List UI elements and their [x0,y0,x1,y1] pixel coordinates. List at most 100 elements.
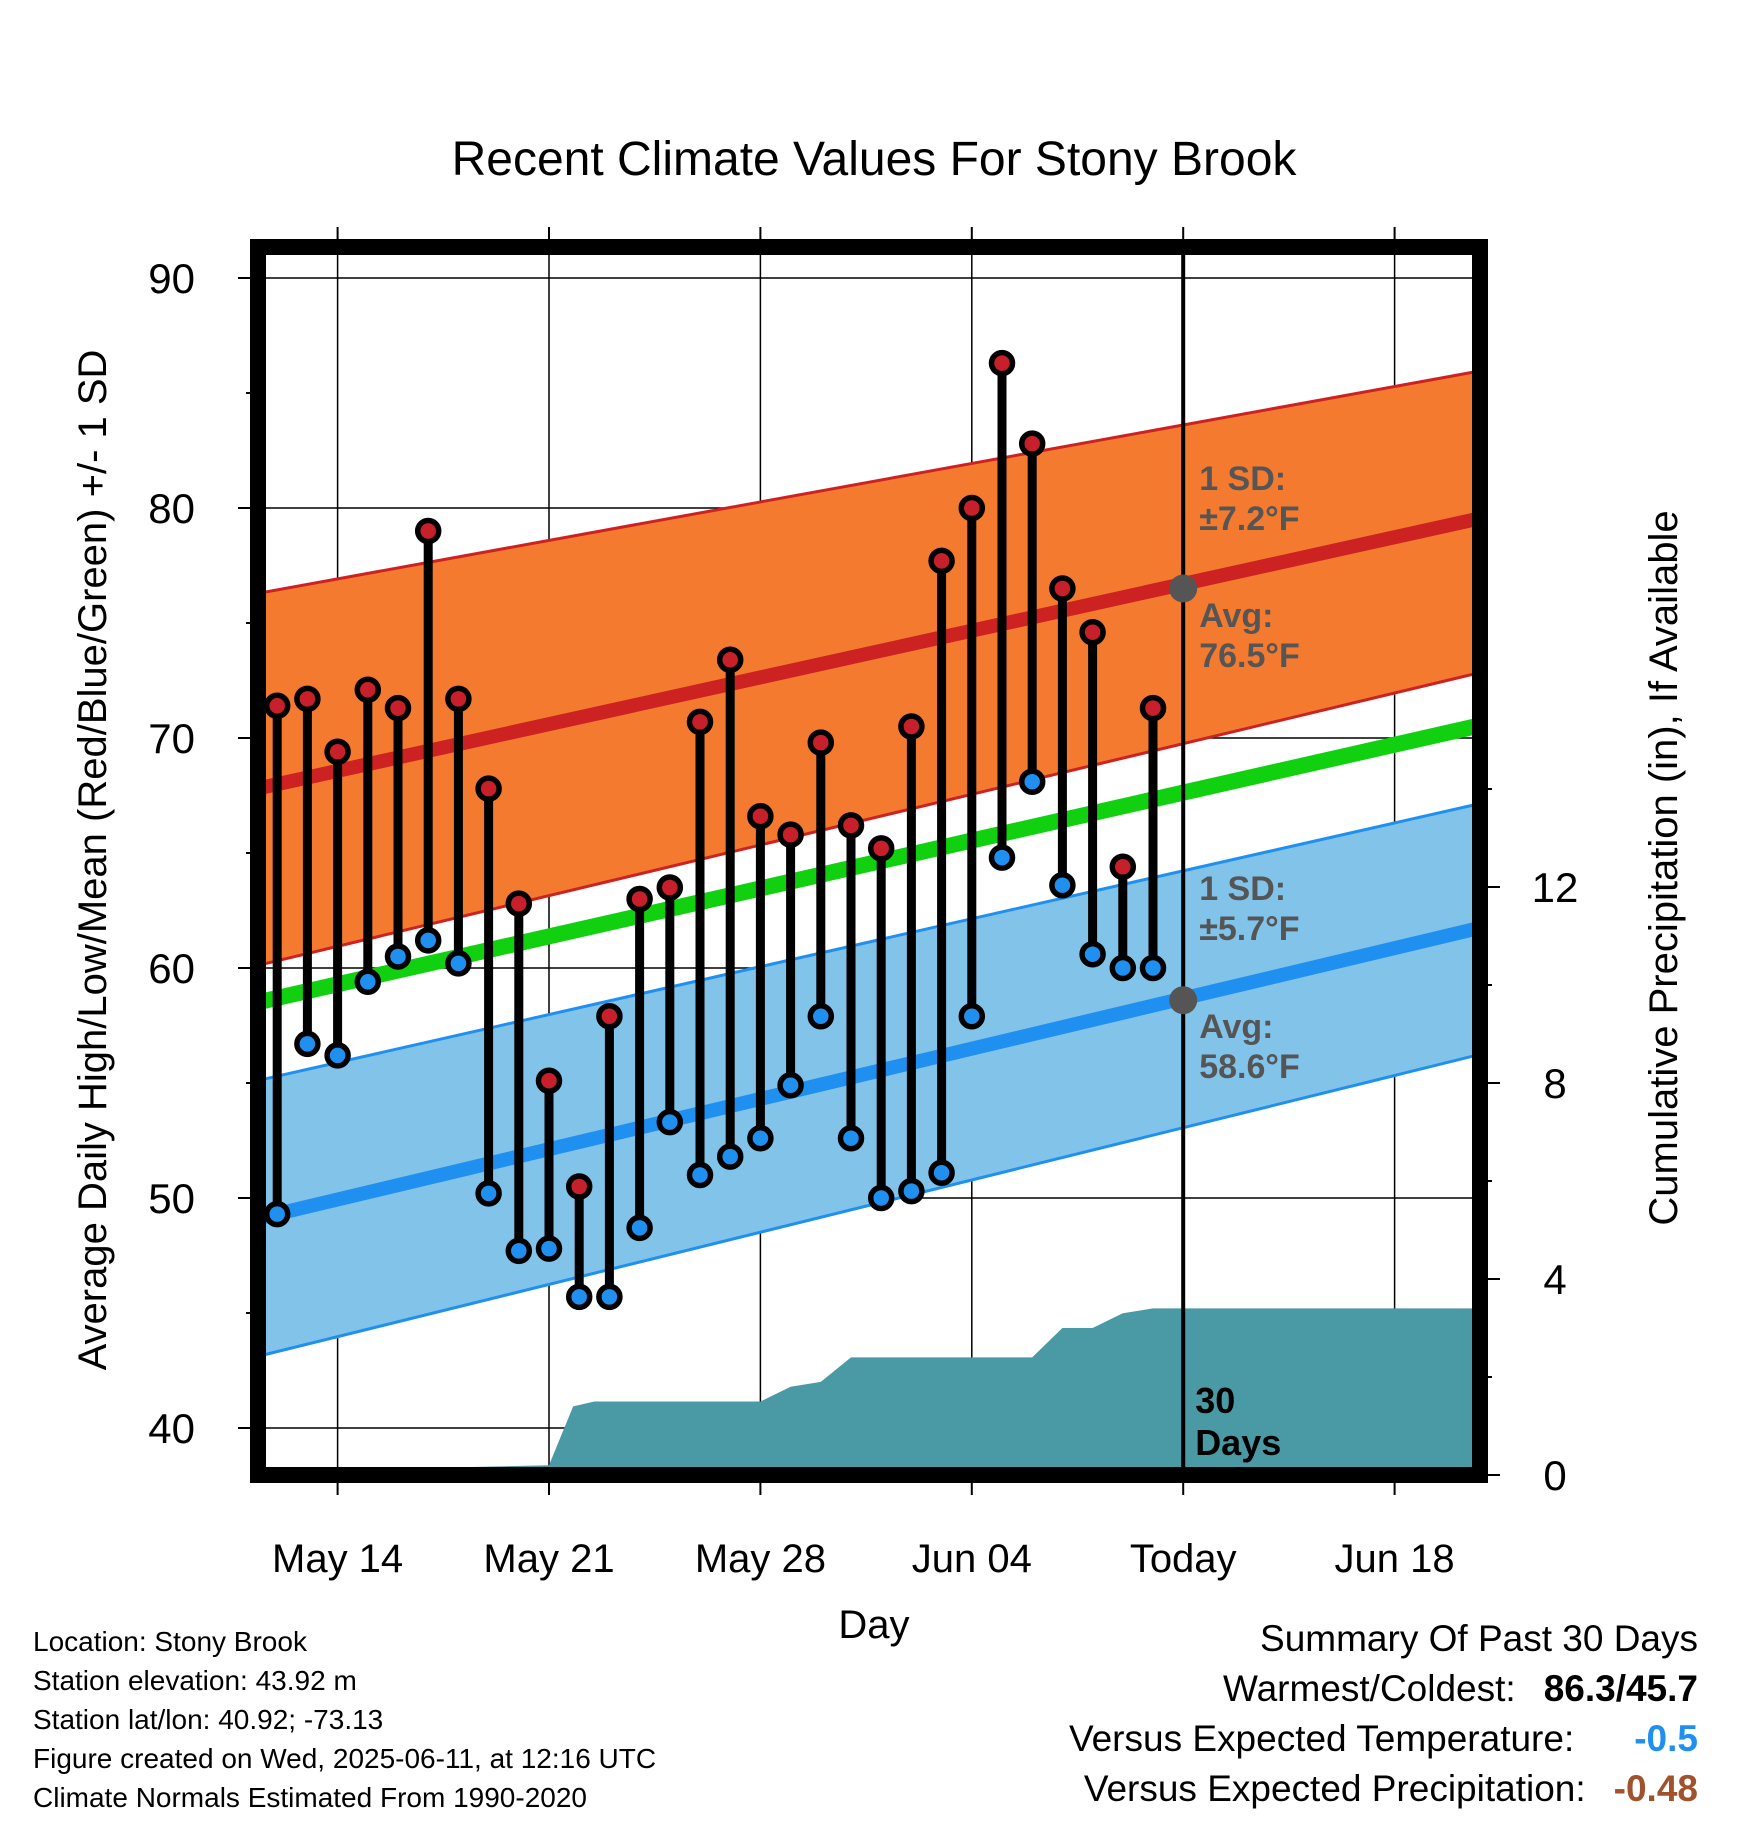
high-sd-label: 1 SD: [1199,460,1286,498]
low-point [1049,871,1076,899]
low-point [807,1003,835,1030]
high-point [988,349,1016,377]
high-point [928,547,955,575]
low-point [1109,954,1137,982]
high-point [445,685,472,713]
high-point [686,708,714,736]
high-point [867,835,895,862]
info-normals: Climate Normals Estimated From 1990-2020 [33,1782,587,1813]
low-point [898,1177,925,1205]
summary-precip-value: -0.48 [1613,1768,1698,1809]
summary-temp-label: Versus Expected Temperature: [1068,1718,1575,1759]
info-elevation: Station elevation: 43.92 m [33,1665,357,1696]
high-sd-band-upper-edge [258,369,1480,595]
y2-tick-label: 8 [1543,1060,1566,1107]
low-point [958,1003,986,1030]
low-point [354,968,382,996]
low-point [414,927,442,954]
low-point [294,1030,321,1058]
days-count-word: Days [1195,1422,1281,1463]
low-point [384,943,412,970]
y-tick-label: 80 [148,485,195,532]
high-point [294,685,321,713]
summary-temp-row: Versus Expected Temperature: -0.5 [1069,1718,1698,1760]
high-point [807,729,835,756]
summary-temp-value: -0.5 [1634,1718,1698,1759]
low-point [535,1235,563,1262]
summary-title: Summary Of Past 30 Days [1260,1618,1698,1659]
low-sd-band-upper-edge [258,802,1480,1083]
low-point [1018,768,1046,795]
low-point [867,1184,895,1212]
high-avg-value: 76.5°F [1199,637,1300,675]
days-count-number: 30 [1195,1380,1235,1421]
low-point [1079,940,1106,968]
low-point [656,1108,684,1136]
today-low-avg-dot [1169,986,1198,1015]
low-sd-value: ±5.7°F [1199,910,1299,948]
low-point [324,1042,351,1069]
y-tick-label: 70 [148,715,195,762]
high-point [1018,430,1046,457]
summary-precip-row: Versus Expected Precipitation: -0.48 [1084,1768,1698,1810]
summary-warmest-row: Warmest/Coldest: 86.3/45.7 [1223,1668,1698,1710]
summary-precip-label: Versus Expected Precipitation: [1083,1768,1586,1809]
info-latlon: Station lat/lon: 40.92; -73.13 [33,1704,384,1735]
high-point [656,874,684,901]
y2-tick-label: 4 [1543,1256,1566,1303]
y2-tick-label: 0 [1543,1452,1566,1499]
x-tick-label: Today [1130,1537,1237,1581]
today-high-avg-dot [1169,574,1198,603]
x-tick-label: May 14 [272,1537,403,1581]
low-point [596,1283,623,1311]
high-point [898,713,925,740]
high-point [354,676,382,703]
x-tick-label: May 28 [695,1537,826,1581]
summary-warmest-value: 86.3/45.7 [1543,1668,1698,1709]
x-tick-label: May 21 [483,1537,614,1581]
plot-frame [250,239,1488,1483]
summary-warmest-label: Warmest/Coldest: [1223,1668,1516,1709]
precip-area [258,1308,1480,1475]
low-point [1139,954,1167,982]
low-point [837,1124,865,1152]
high-point [1139,694,1167,722]
high-point [324,738,351,766]
low-normal-line [258,920,1480,1226]
low-point [505,1237,533,1265]
high-sd-value: ±7.2°F [1199,500,1299,538]
low-point [747,1124,774,1152]
low-point [777,1072,804,1099]
low-point [686,1161,714,1189]
high-point [384,694,412,722]
x-axis-label: Day [838,1603,909,1647]
high-point [716,646,744,674]
high-normal-line [258,511,1480,796]
low-point [716,1143,744,1170]
high-point [1049,575,1076,602]
high-avg-label: Avg: [1199,597,1273,635]
high-point [1109,853,1137,881]
low-point [565,1283,593,1311]
high-point [263,692,291,720]
x-tick-label: Jun 18 [1335,1537,1455,1581]
high-point [958,494,986,522]
x-tick-label: Jun 04 [912,1537,1032,1581]
plot-area [258,247,1480,1475]
high-point [1079,618,1106,646]
y-tick-label: 60 [148,945,195,992]
low-point [475,1180,502,1207]
low-sd-band-lower-edge [258,1052,1480,1358]
low-point [263,1200,291,1228]
high-point [837,812,865,839]
info-created: Figure created on Wed, 2025-06-11, at 12… [33,1743,657,1774]
high-sd-band-lower-edge [258,671,1480,967]
high-point [505,890,533,917]
low-avg-value: 58.6°F [1199,1048,1300,1086]
low-point [626,1214,653,1242]
high-point [535,1067,563,1094]
y-tick-label: 40 [148,1405,195,1452]
high-point [565,1173,593,1200]
high-point [596,1003,623,1030]
